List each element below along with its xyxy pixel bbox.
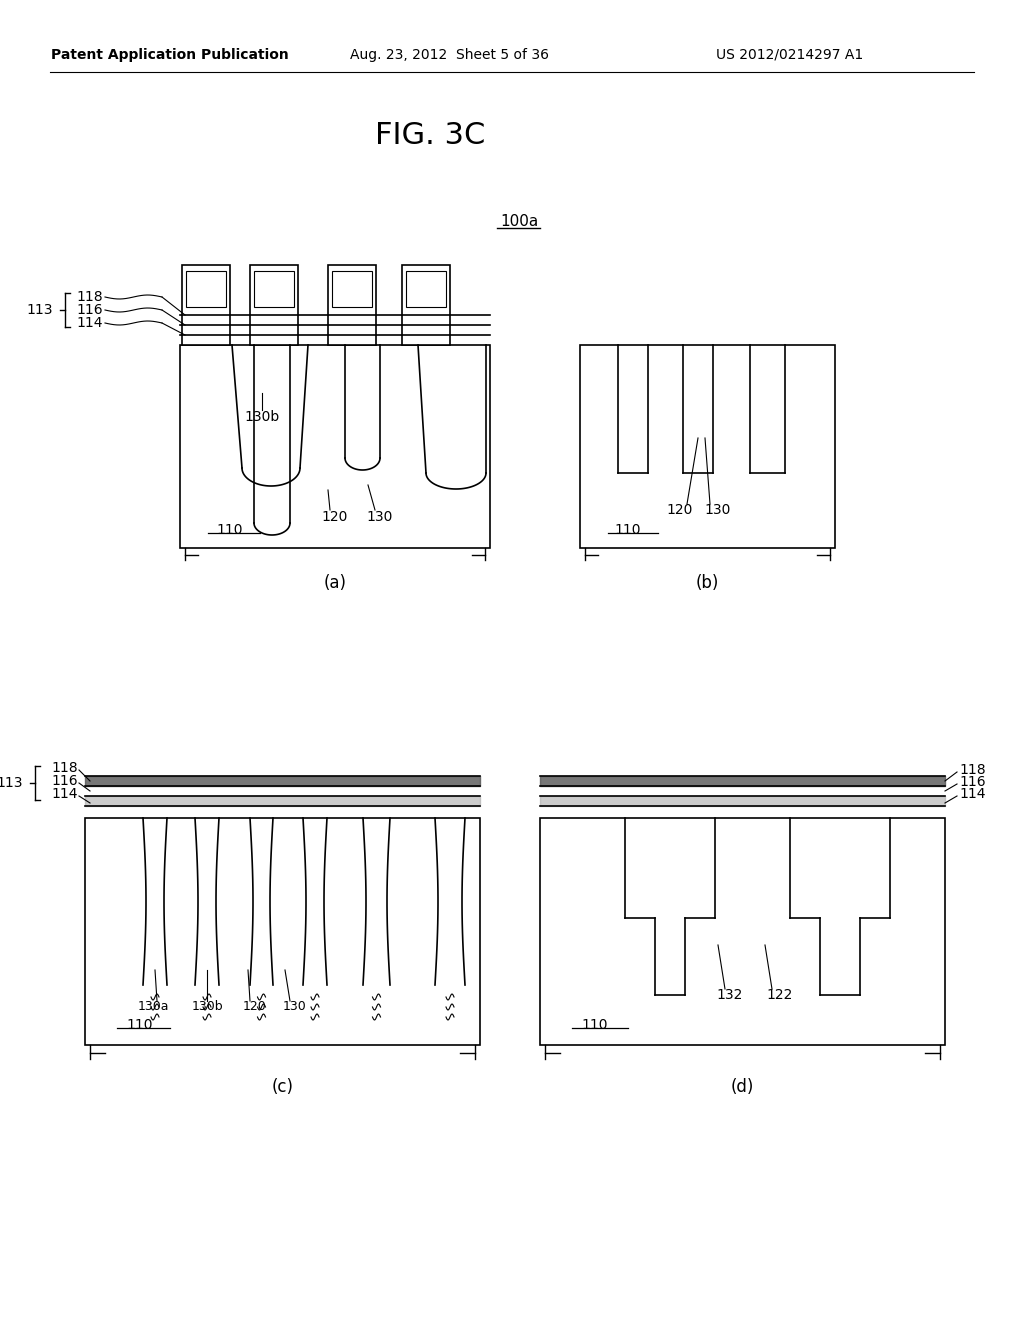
Text: 130b: 130b bbox=[245, 411, 280, 424]
Text: 130b: 130b bbox=[191, 1001, 223, 1014]
Text: 130: 130 bbox=[705, 503, 731, 517]
Text: 114: 114 bbox=[959, 787, 985, 801]
Text: 116: 116 bbox=[51, 774, 78, 788]
Text: Patent Application Publication: Patent Application Publication bbox=[51, 48, 289, 62]
Bar bbox=[406, 271, 446, 308]
Text: Aug. 23, 2012  Sheet 5 of 36: Aug. 23, 2012 Sheet 5 of 36 bbox=[350, 48, 550, 62]
Text: 113: 113 bbox=[0, 776, 23, 789]
Bar bbox=[580, 345, 835, 548]
Text: 100a: 100a bbox=[500, 214, 539, 230]
Text: 130: 130 bbox=[367, 510, 393, 524]
Bar bbox=[182, 265, 230, 345]
Text: 114: 114 bbox=[77, 315, 103, 330]
Text: 118: 118 bbox=[51, 762, 78, 775]
Bar bbox=[180, 345, 490, 548]
Text: 118: 118 bbox=[959, 763, 986, 777]
Bar bbox=[254, 271, 294, 308]
Text: 130: 130 bbox=[283, 1001, 307, 1014]
Text: 116: 116 bbox=[959, 775, 986, 789]
Bar bbox=[332, 271, 372, 308]
Text: 110: 110 bbox=[217, 523, 244, 537]
Text: (c): (c) bbox=[271, 1078, 294, 1096]
Text: (b): (b) bbox=[696, 574, 719, 591]
Text: FIG. 3C: FIG. 3C bbox=[375, 120, 485, 149]
Text: (d): (d) bbox=[731, 1078, 755, 1096]
Text: 118: 118 bbox=[77, 290, 103, 304]
Text: 130a: 130a bbox=[137, 1001, 169, 1014]
Text: 110: 110 bbox=[614, 523, 641, 537]
Text: US 2012/0214297 A1: US 2012/0214297 A1 bbox=[717, 48, 863, 62]
Text: 114: 114 bbox=[51, 787, 78, 801]
Bar bbox=[250, 265, 298, 345]
Text: 110: 110 bbox=[582, 1018, 608, 1032]
Bar bbox=[85, 818, 480, 1045]
Text: 122: 122 bbox=[767, 987, 794, 1002]
Text: 120: 120 bbox=[243, 1001, 267, 1014]
Bar bbox=[328, 265, 376, 345]
Text: (a): (a) bbox=[324, 574, 346, 591]
Text: 116: 116 bbox=[77, 304, 103, 317]
Bar bbox=[186, 271, 226, 308]
Text: 110: 110 bbox=[127, 1018, 154, 1032]
Text: 132: 132 bbox=[717, 987, 743, 1002]
Bar bbox=[540, 818, 945, 1045]
Text: 120: 120 bbox=[667, 503, 693, 517]
Text: 120: 120 bbox=[322, 510, 348, 524]
Text: 113: 113 bbox=[27, 304, 53, 317]
Bar bbox=[402, 265, 450, 345]
